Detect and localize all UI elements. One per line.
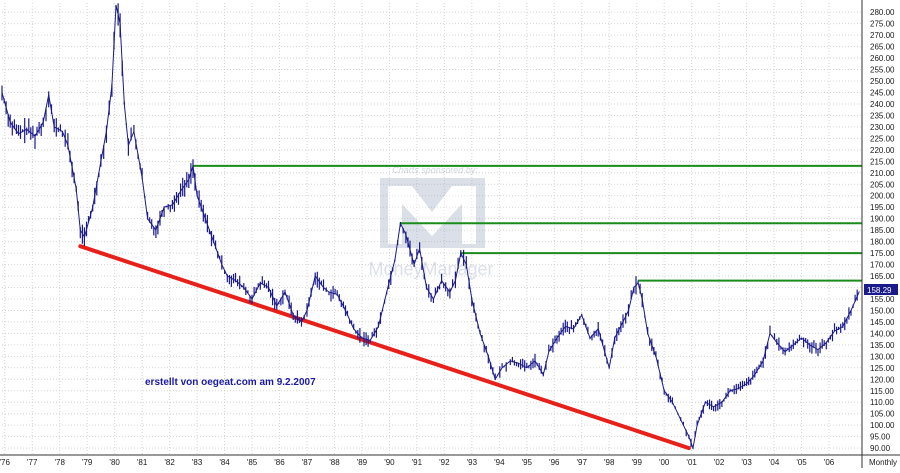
frequency-label: Monthly (869, 458, 897, 467)
y-tick-label: 155.00 (870, 295, 895, 304)
y-tick-label: 175.00 (870, 249, 895, 258)
y-tick-label: 265.00 (870, 43, 895, 52)
y-tick-label: 125.00 (870, 364, 895, 373)
x-tick-label: '86 (274, 458, 285, 467)
y-tick-label: 235.00 (870, 111, 895, 120)
y-tick-label: 95.00 (870, 433, 891, 442)
y-tick-label: 115.00 (870, 387, 894, 396)
price-series (1, 3, 860, 451)
x-tick-label: '85 (247, 458, 258, 467)
x-tick-label: '05 (796, 458, 807, 467)
y-tick-label: 100.00 (870, 421, 895, 430)
x-tick-label: '89 (357, 458, 368, 467)
x-tick-label: '93 (467, 458, 478, 467)
y-tick-label: 260.00 (870, 54, 895, 63)
y-tick-label: 135.00 (870, 341, 895, 350)
x-tick-label: '76 (0, 458, 11, 467)
x-tick-label: '02 (714, 458, 725, 467)
y-tick-label: 140.00 (870, 329, 895, 338)
y-tick-label: 255.00 (870, 66, 895, 75)
price-line (1, 5, 860, 451)
x-tick-label: '84 (219, 458, 230, 467)
x-tick-label: '94 (494, 458, 505, 467)
x-tick-label: '80 (109, 458, 120, 467)
x-tick-label: '83 (192, 458, 203, 467)
y-tick-label: 210.00 (870, 169, 895, 178)
y-tick-label: 170.00 (870, 261, 895, 270)
y-tick-label: 110.00 (870, 398, 894, 407)
y-tick-label: 200.00 (870, 192, 895, 201)
y-tick-label: 275.00 (870, 20, 895, 29)
x-tick-label: '00 (659, 458, 670, 467)
y-tick-label: 150.00 (870, 306, 895, 315)
y-tick-label: 245.00 (870, 88, 895, 97)
author-annotation: erstellt von oegeat.com am 9.2.2007 (145, 377, 316, 388)
support-trendline (78, 244, 691, 451)
x-tick-label: '01 (686, 458, 697, 467)
x-tick-label: '06 (824, 458, 835, 467)
watermark-sponsor-text: Charts sponsored by: (392, 165, 478, 175)
watermark-logo-icon (380, 178, 485, 248)
y-tick-label: 120.00 (870, 375, 895, 384)
x-tick-label: '81 (137, 458, 148, 467)
watermark: Charts sponsored by: MoneyManager (368, 165, 493, 279)
y-tick-label: 270.00 (870, 31, 895, 40)
x-tick-label: '98 (604, 458, 615, 467)
x-tick-label: '03 (741, 458, 752, 467)
y-tick-label: 190.00 (870, 215, 895, 224)
y-tick-label: 165.00 (870, 272, 895, 281)
grid (2, 3, 862, 455)
x-tick-label: '99 (631, 458, 642, 467)
y-tick-label: 205.00 (870, 180, 895, 189)
y-tick-label: 225.00 (870, 134, 895, 143)
y-tick-label: 145.00 (870, 318, 895, 327)
x-tick-label: '96 (549, 458, 560, 467)
last-price-label: 158.29 (867, 286, 892, 295)
y-tick-label: 220.00 (870, 146, 895, 155)
x-tick-label: '95 (522, 458, 533, 467)
reference-lines (78, 164, 862, 451)
y-tick-label: 90.00 (870, 444, 891, 453)
x-tick-label: '79 (82, 458, 93, 467)
y-tick-label: 240.00 (870, 100, 895, 109)
x-tick-label: '04 (769, 458, 780, 467)
x-tick-label: '97 (577, 458, 588, 467)
y-tick-label: 130.00 (870, 352, 895, 361)
x-tick-label: '78 (54, 458, 65, 467)
y-tick-label: 180.00 (870, 238, 895, 247)
x-tick-label: '87 (302, 458, 313, 467)
y-tick-label: 215.00 (870, 157, 895, 166)
watermark-brand-text: MoneyManager (368, 259, 493, 279)
x-tick-label: '92 (439, 458, 450, 467)
last-price-badge: 158.29 (864, 284, 898, 295)
y-tick-label: 230.00 (870, 123, 895, 132)
y-tick-label: 105.00 (870, 410, 895, 419)
x-tick-label: '90 (384, 458, 395, 467)
y-tick-label: 250.00 (870, 77, 895, 86)
y-tick-label: 185.00 (870, 226, 895, 235)
x-tick-label: '91 (412, 458, 423, 467)
x-tick-label: '77 (27, 458, 38, 467)
x-tick-label: '88 (329, 458, 340, 467)
y-tick-label: 280.00 (870, 8, 895, 17)
x-tick-label: '82 (164, 458, 175, 467)
y-tick-label: 195.00 (870, 203, 895, 212)
